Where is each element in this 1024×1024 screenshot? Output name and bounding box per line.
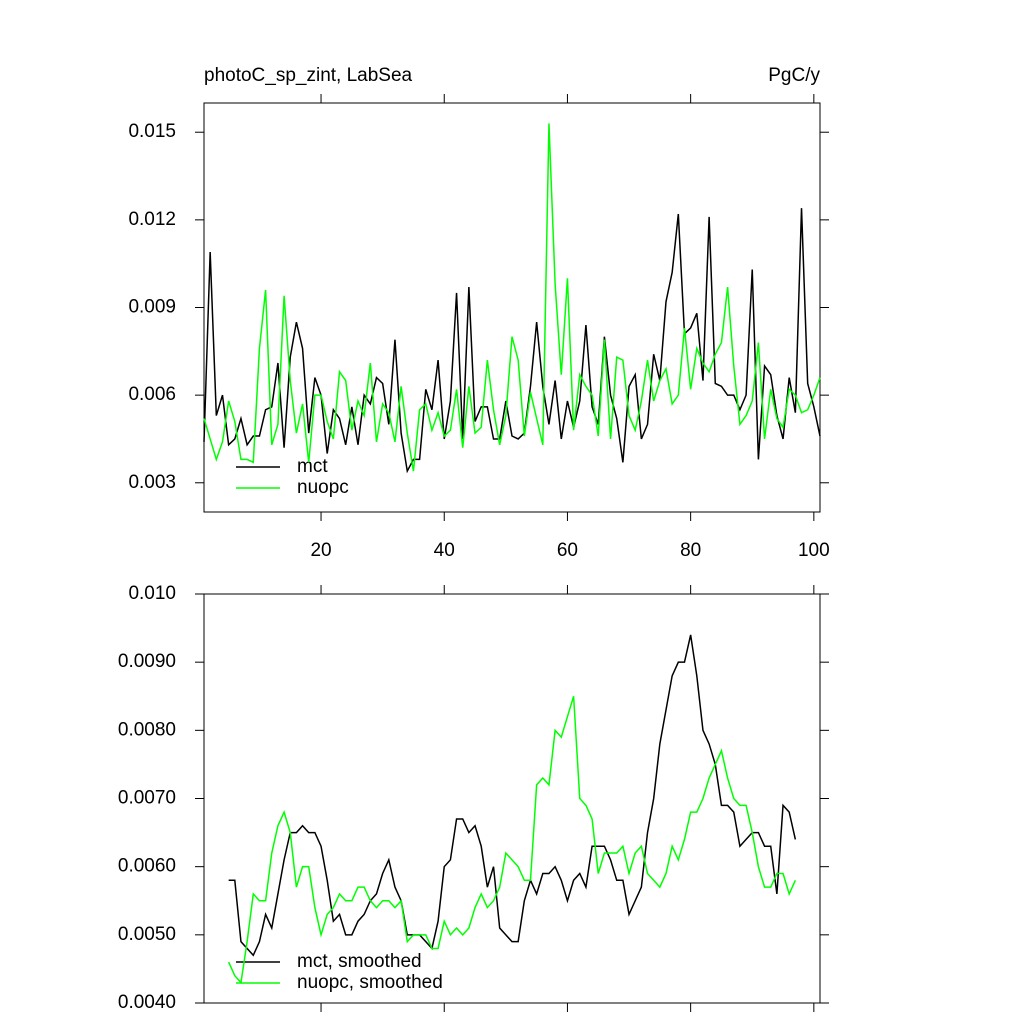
x-tick-label: 20: [310, 540, 331, 561]
chart-title: photoC_sp_zint, LabSea: [204, 65, 413, 86]
x-tick-label: 80: [680, 540, 701, 561]
y-tick-label: 0.0070: [118, 788, 176, 809]
x-tick-label: 100: [798, 540, 830, 561]
legend-label: mct, smoothed: [297, 951, 422, 972]
y-tick-label: 0.012: [128, 209, 176, 230]
series-line: [203, 208, 821, 474]
legend-label: mct: [297, 456, 328, 477]
y-tick-label: 0.006: [128, 384, 176, 405]
series-line: [228, 634, 797, 957]
series-line: [203, 123, 821, 472]
y-tick-label: 0.0050: [118, 924, 176, 945]
x-tick-label: 40: [434, 540, 455, 561]
plot-frame: [203, 102, 821, 513]
legend-label: nuopc, smoothed: [297, 972, 443, 993]
x-tick-label: 60: [557, 540, 578, 561]
y-tick-label: 0.015: [128, 121, 176, 142]
y-tick-label: 0.003: [128, 472, 176, 493]
y-tick-label: 0.009: [128, 297, 176, 318]
y-tick-label: 0.010: [128, 583, 176, 604]
legend-label: nuopc: [297, 477, 349, 498]
series-line: [227, 696, 797, 985]
y-tick-label: 0.0080: [118, 719, 176, 740]
y-tick-label: 0.0060: [118, 856, 176, 877]
y-tick-label: 0.0040: [118, 992, 176, 1013]
y-tick-label: 0.0090: [118, 651, 176, 672]
units-label: PgC/y: [768, 65, 820, 86]
